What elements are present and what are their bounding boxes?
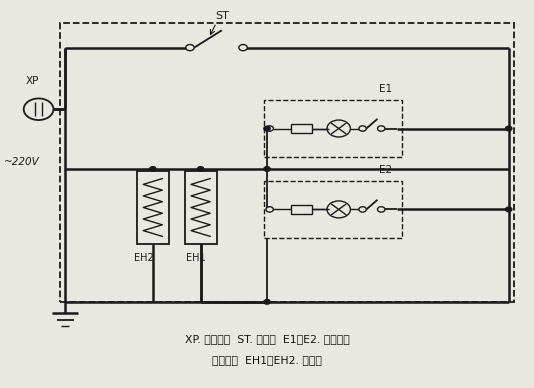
Bar: [60, 23, 514, 302]
Circle shape: [239, 45, 247, 51]
Circle shape: [266, 126, 273, 131]
Text: E2: E2: [379, 165, 392, 175]
Bar: [291, 204, 312, 214]
Bar: [137, 171, 169, 244]
Text: ST: ST: [215, 11, 229, 21]
Bar: [291, 124, 312, 133]
Circle shape: [198, 167, 204, 171]
Circle shape: [264, 167, 270, 171]
Circle shape: [506, 207, 512, 212]
Text: EH2: EH2: [134, 253, 154, 263]
Bar: [185, 171, 216, 244]
Text: XP: XP: [26, 76, 39, 86]
Circle shape: [378, 207, 385, 212]
Circle shape: [186, 45, 194, 51]
Text: 功率开关  EH1、EH2. 发热器: 功率开关 EH1、EH2. 发热器: [212, 355, 322, 365]
Bar: [264, 100, 403, 158]
Circle shape: [506, 126, 512, 131]
Circle shape: [359, 126, 366, 131]
Text: EH1: EH1: [186, 253, 206, 263]
Circle shape: [378, 126, 385, 131]
Circle shape: [359, 207, 366, 212]
Circle shape: [264, 126, 270, 131]
Text: ~220V: ~220V: [4, 157, 40, 167]
Text: E1: E1: [379, 84, 392, 94]
Bar: [264, 180, 403, 238]
Circle shape: [266, 207, 273, 212]
Text: XP. 电源插头  ST. 调温器  E1、E2. 带指示灯: XP. 电源插头 ST. 调温器 E1、E2. 带指示灯: [185, 334, 349, 344]
Circle shape: [150, 167, 156, 171]
Circle shape: [264, 300, 270, 304]
